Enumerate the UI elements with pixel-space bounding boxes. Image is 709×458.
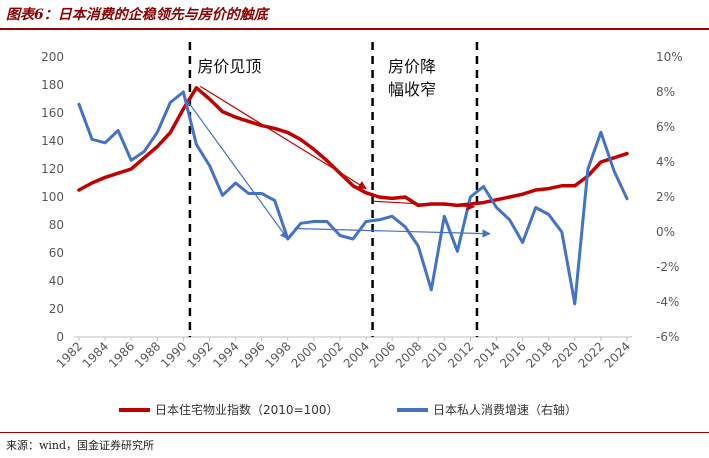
consumption-trend-arrow — [186, 100, 289, 240]
x-tick-label: 2018 — [523, 339, 554, 370]
consumption-growth-line — [77, 90, 629, 306]
y-right-tick-label: 4% — [656, 155, 675, 169]
x-tick-label: 1988 — [132, 339, 163, 370]
footer-divider — [0, 432, 709, 433]
y-left-tick-label: 0 — [56, 330, 64, 344]
x-tick-label: 2022 — [576, 339, 607, 370]
source-note: 来源：wind，国金证券研究所 — [6, 439, 155, 452]
x-tick-label: 2010 — [419, 339, 450, 370]
y-right-tick-label: 10% — [656, 50, 683, 64]
x-tick-label: 2002 — [315, 339, 346, 370]
housing-index-line — [77, 86, 629, 208]
x-tick-label: 1996 — [236, 339, 267, 370]
annotation-narrowing-label-line2: 幅收窄 — [388, 80, 436, 99]
x-tick-label: 1994 — [210, 339, 241, 370]
y-left-tick-label: 60 — [49, 246, 64, 260]
title-divider — [0, 28, 709, 30]
x-tick-label: 2024 — [602, 339, 633, 370]
y-left-tick-label: 180 — [41, 78, 64, 92]
y-right-tick-label: -6% — [656, 330, 679, 344]
x-tick-label: 1986 — [106, 339, 137, 370]
x-tick-label: 2006 — [367, 339, 398, 370]
y-left-tick-label: 40 — [49, 274, 64, 288]
y-left-tick-label: 200 — [41, 50, 64, 64]
y-left-tick-label: 120 — [41, 162, 64, 176]
x-tick-label: 2012 — [445, 339, 476, 370]
line-chart: 0 20 40 60 80 100 120 140 160 180 200 -6% -4% -2% 0% 2%… — [41, 42, 683, 417]
housing-trend-arrow — [200, 85, 367, 190]
x-tick-label: 1992 — [184, 339, 215, 370]
housing-trend-arrow — [372, 200, 476, 211]
y-right-tick-label: 6% — [656, 120, 675, 134]
chart-title: 图表6：日本消费的企稳领先与房价的触底 — [6, 7, 268, 23]
y-left-tick-label: 20 — [49, 302, 64, 316]
y-right-tick-label: -4% — [656, 295, 679, 309]
y-left-tick-label: 100 — [41, 190, 64, 204]
legend-label-consumption: 日本私人消费增速（右轴） — [433, 402, 577, 417]
annotation-peak-label: 房价见顶 — [197, 57, 261, 76]
y-left-tick-label: 80 — [49, 218, 64, 232]
y-right-tick-label: -2% — [656, 260, 679, 274]
x-tick-label: 2004 — [341, 339, 372, 370]
annotation-narrowing-label-line1: 房价降 — [388, 57, 436, 76]
legend-label-housing: 日本住宅物业指数（2010=100） — [155, 402, 339, 417]
x-tick-label: 1998 — [262, 339, 293, 370]
x-tick-label: 1990 — [158, 339, 189, 370]
y-left-tick-label: 140 — [41, 134, 64, 148]
x-tick-label: 2014 — [471, 339, 502, 370]
x-tick-label: 2000 — [288, 339, 319, 370]
y-right-tick-label: 0% — [656, 225, 675, 239]
y-left-tick-label: 160 — [41, 106, 64, 120]
consumption-trend-arrow — [294, 227, 491, 238]
x-tick-label: 2016 — [497, 339, 528, 370]
y-right-tick-label: 2% — [656, 190, 675, 204]
x-tick-label: 1984 — [80, 339, 111, 370]
x-tick-label: 2008 — [393, 339, 424, 370]
y-right-tick-label: 8% — [656, 85, 675, 99]
x-tick-label: 2020 — [549, 339, 580, 370]
